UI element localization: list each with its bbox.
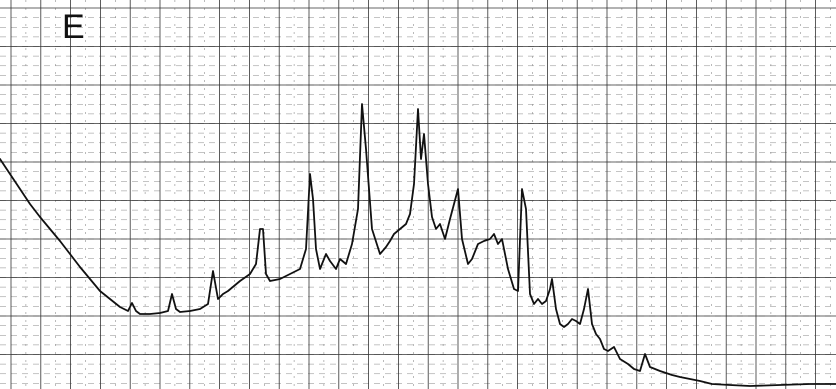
chart-panel-label: E [62,8,85,46]
chart-series-line [0,103,836,387]
